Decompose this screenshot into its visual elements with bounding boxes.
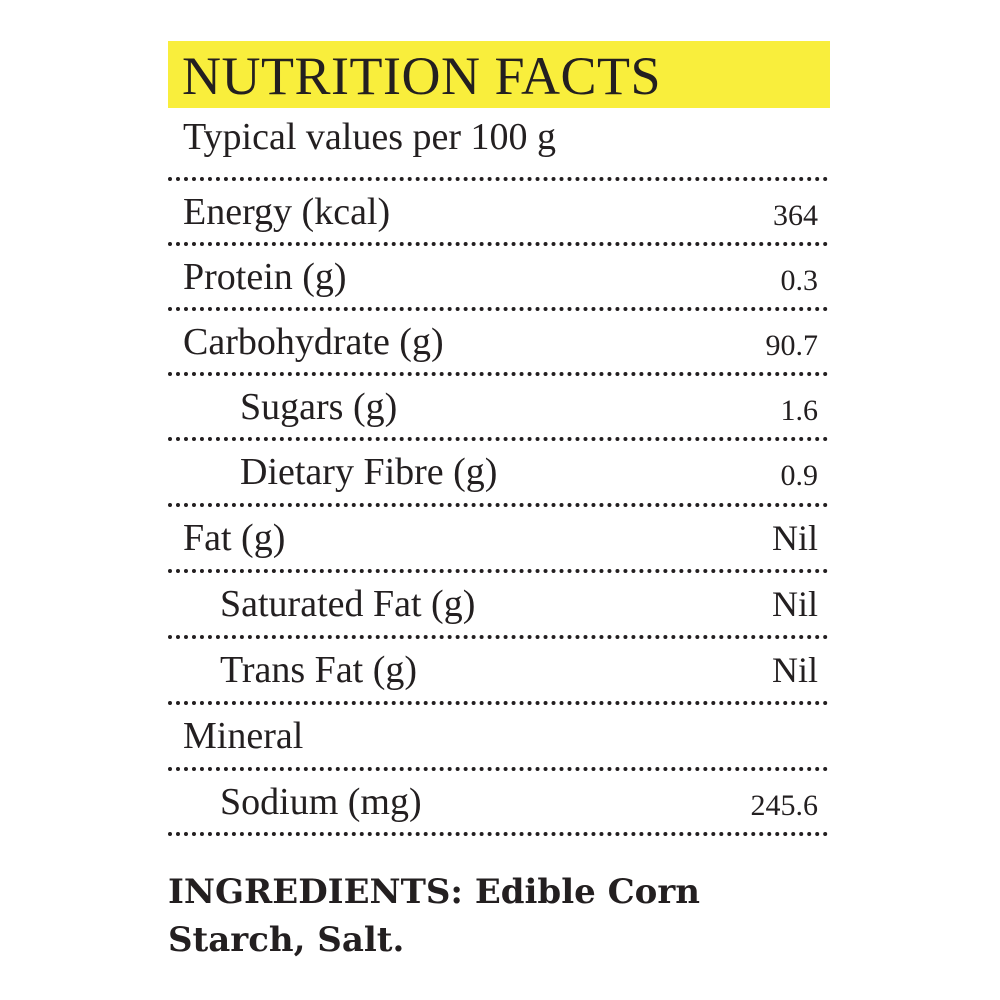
nutrient-label: Trans Fat (g)	[220, 649, 418, 691]
divider	[168, 635, 828, 639]
divider	[168, 767, 828, 771]
nutrient-row: Sodium (mg) 245.6	[0, 772, 1000, 832]
divider	[168, 372, 828, 376]
nutrient-value: 245.6	[750, 789, 819, 822]
nutrient-row: Saturated Fat (g) Nil	[0, 574, 1000, 634]
divider	[168, 437, 828, 441]
divider	[168, 307, 828, 311]
title-highlight	[168, 41, 830, 108]
nutrient-label: Energy (kcal)	[183, 191, 391, 233]
divider	[168, 701, 828, 705]
nutrient-value: 0.3	[780, 264, 819, 297]
nutrient-label: Dietary Fibre (g)	[240, 451, 498, 493]
nutrient-row: Carbohydrate (g) 90.7	[0, 312, 1000, 372]
divider	[168, 242, 828, 246]
nutrient-value: 90.7	[765, 329, 819, 362]
nutrient-row: Dietary Fibre (g) 0.9	[0, 442, 1000, 502]
nutrient-label: Sugars (g)	[240, 386, 398, 428]
nutrient-value: 364	[773, 199, 818, 232]
page-title: NUTRITION FACTS	[182, 46, 661, 106]
nutrient-value: 0.9	[780, 459, 819, 492]
nutrient-value: Nil	[771, 518, 818, 558]
nutrient-row: Trans Fat (g) Nil	[0, 640, 1000, 700]
divider	[168, 177, 828, 181]
nutrient-value: 1.6	[780, 394, 819, 427]
nutrient-label: Mineral	[183, 715, 304, 757]
nutrient-label: Fat (g)	[183, 517, 286, 559]
nutrient-row: Protein (g) 0.3	[0, 247, 1000, 307]
nutrient-row: Mineral	[0, 706, 1000, 766]
divider	[168, 569, 828, 573]
nutrient-value: Nil	[771, 650, 818, 690]
nutrient-value: Nil	[771, 584, 818, 624]
nutrient-label: Sodium (mg)	[220, 781, 422, 823]
ingredients-text: INGREDIENTS: Edible Corn Starch, Salt.	[168, 872, 700, 960]
nutrient-row: Sugars (g) 1.6	[0, 377, 1000, 437]
serving-basis: Typical values per 100 g	[183, 116, 557, 158]
nutrient-label: Carbohydrate (g)	[183, 321, 444, 363]
nutrient-row: Fat (g) Nil	[0, 508, 1000, 568]
nutrient-label: Saturated Fat (g)	[220, 583, 476, 625]
divider	[168, 503, 828, 507]
nutrient-row: Energy (kcal) 364	[0, 182, 1000, 242]
nutrient-label: Protein (g)	[183, 256, 347, 298]
divider	[168, 832, 828, 836]
